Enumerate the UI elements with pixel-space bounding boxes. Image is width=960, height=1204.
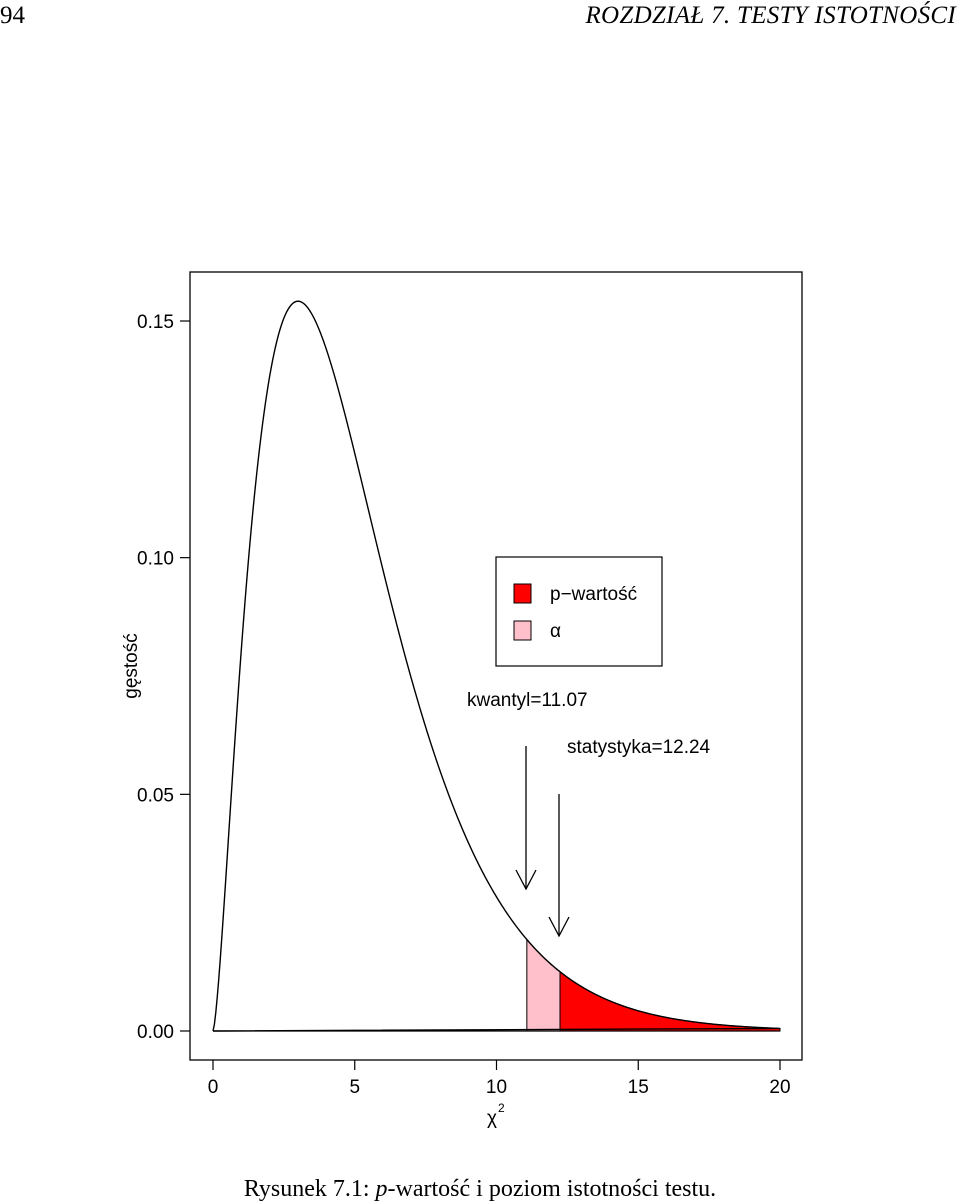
x-tick-label: 15 [628, 1077, 649, 1098]
x-tick-label: 10 [486, 1077, 507, 1098]
legend-box [495, 556, 663, 667]
y-tick-label: 0.15 [137, 312, 174, 333]
legend-label-alpha: α [550, 621, 561, 642]
density-curve [212, 300, 781, 1032]
pvalue-region [559, 970, 781, 1032]
annotation-kwantyl: kwantyl=11.07 [467, 690, 588, 711]
page-number: 94 [0, 2, 25, 29]
caption-p: p [375, 1176, 388, 1202]
legend-label-pvalue: p−wartość [550, 584, 637, 605]
x-tick-label: 20 [769, 1077, 790, 1098]
x-tick-label: 5 [349, 1077, 360, 1098]
x-axis-label-superscript: 2 [498, 1101, 505, 1115]
alpha-region [526, 938, 561, 1032]
annotation-statystyka: statystyka=12.24 [567, 737, 711, 758]
legend: p−wartość α [495, 556, 663, 667]
running-title: ROZDZIAŁ 7. TESTY ISTOTNOŚCI [585, 2, 956, 29]
y-tick-label: 0.10 [137, 549, 174, 570]
caption-prefix: Rysunek 7.1: [243, 1176, 376, 1202]
caption-rest: -wartość i poziom istotności testu. [387, 1176, 717, 1202]
x-axis-label: χ [487, 1108, 497, 1129]
arrow-kwantyl [515, 746, 537, 891]
figure-caption: Rysunek 7.1: p-wartość i poziom istotnoś… [0, 1174, 960, 1204]
y-axis: 0.00 0.05 0.10 0.15 [137, 312, 190, 1043]
y-tick-label: 0.05 [137, 785, 174, 806]
legend-swatch-alpha [513, 620, 532, 641]
legend-swatch-pvalue [513, 583, 532, 604]
y-tick-label: 0.00 [137, 1022, 174, 1043]
arrow-statystyka [548, 794, 570, 938]
x-axis: 0 5 10 15 20 [208, 1060, 791, 1098]
x-tick-label: 0 [208, 1077, 219, 1098]
x-axis-label-main: χ [487, 1108, 497, 1129]
y-axis-label: gęstość [121, 633, 142, 698]
